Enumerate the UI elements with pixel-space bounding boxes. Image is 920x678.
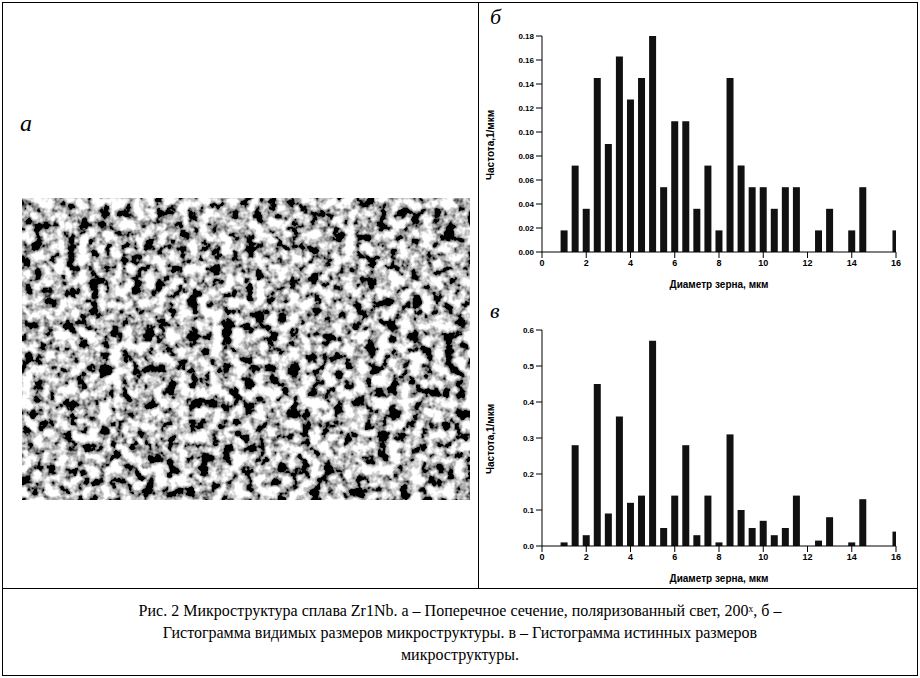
svg-text:0.4: 0.4 bbox=[523, 398, 535, 407]
svg-text:0.06: 0.06 bbox=[518, 176, 534, 185]
svg-text:6: 6 bbox=[672, 258, 677, 268]
svg-text:0.2: 0.2 bbox=[523, 470, 535, 479]
svg-text:0.14: 0.14 bbox=[518, 80, 534, 89]
svg-text:0.0: 0.0 bbox=[523, 542, 535, 551]
html-text:в: в bbox=[490, 298, 500, 323]
svg-text:0.02: 0.02 bbox=[518, 224, 534, 233]
svg-text:12: 12 bbox=[802, 552, 812, 562]
svg-text:14: 14 bbox=[847, 552, 857, 562]
svg-text:0: 0 bbox=[539, 552, 544, 562]
svg-text:16: 16 bbox=[891, 258, 901, 268]
svg-text:Диаметр зерна, мкм: Диаметр зерна, мкм bbox=[670, 573, 769, 584]
svg-text:12: 12 bbox=[802, 258, 812, 268]
svg-text:0.08: 0.08 bbox=[518, 152, 534, 161]
svg-text:10: 10 bbox=[758, 258, 768, 268]
svg-text:6: 6 bbox=[672, 552, 677, 562]
svg-text:0.18: 0.18 bbox=[518, 32, 534, 41]
html-text:а: а bbox=[20, 110, 32, 136]
svg-text:4: 4 bbox=[628, 552, 633, 562]
svg-text:16: 16 bbox=[891, 552, 901, 562]
svg-text:4: 4 bbox=[628, 258, 633, 268]
svg-text:Частота,1/мкм: Частота,1/мкм bbox=[485, 110, 496, 180]
svg-text:10: 10 bbox=[758, 552, 768, 562]
svg-text:0.16: 0.16 bbox=[518, 56, 534, 65]
html-text:б: б bbox=[490, 4, 502, 29]
svg-text:0.5: 0.5 bbox=[523, 362, 535, 371]
svg-text:0.1: 0.1 bbox=[523, 506, 535, 515]
svg-text:Диаметр зерна, мкм: Диаметр зерна, мкм bbox=[670, 279, 769, 290]
svg-text:Частота,1/мкм: Частота,1/мкм bbox=[485, 404, 496, 474]
svg-text:0.3: 0.3 bbox=[523, 434, 535, 443]
svg-text:0.6: 0.6 bbox=[523, 326, 535, 335]
svg-text:0.12: 0.12 bbox=[518, 104, 534, 113]
svg-text:2: 2 bbox=[584, 258, 589, 268]
svg-text:14: 14 bbox=[847, 258, 857, 268]
svg-text:2: 2 bbox=[584, 552, 589, 562]
html-text:Рис. 2 Микроструктура сплава Z: Рис. 2 Микроструктура сплава Zr1Nb. а – … bbox=[138, 602, 782, 663]
svg-text:0.10: 0.10 bbox=[518, 128, 534, 137]
svg-text:8: 8 bbox=[716, 552, 721, 562]
svg-text:0.00: 0.00 bbox=[518, 248, 534, 257]
svg-text:8: 8 bbox=[716, 258, 721, 268]
svg-text:0: 0 bbox=[539, 258, 544, 268]
svg-text:0.04: 0.04 bbox=[518, 200, 534, 209]
